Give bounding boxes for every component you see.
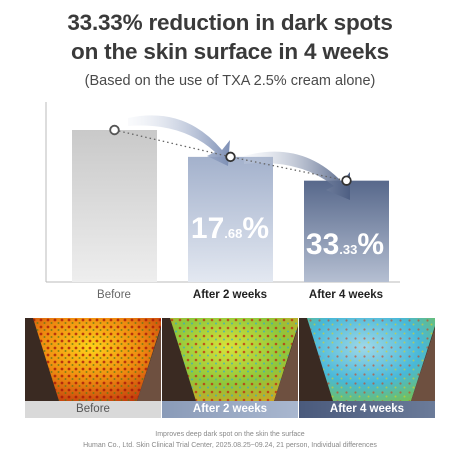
point-before: [109, 124, 120, 136]
trend-line: [114, 129, 347, 182]
headline-line-1: 33.33% reduction in dark spots: [67, 10, 393, 35]
footer-source: Human Co., Ltd. Skin Clinical Trial Cent…: [83, 442, 377, 449]
image-caption-before: Before: [25, 401, 161, 418]
x-tick-label-after-2-weeks: After 2 weeks: [192, 289, 268, 301]
reduction-label-2-weeks: 17.68%: [191, 212, 269, 245]
headline-line-2: on the skin surface in 4 weeks: [71, 39, 389, 64]
x-tick-label-before: Before: [97, 289, 131, 301]
x-tick-label-after-4-weeks: After 4 weeks: [308, 289, 384, 301]
curved-arrow-icon-1: [128, 115, 230, 166]
subtitle: (Based on the use of TXA 2.5% cream alon…: [84, 73, 376, 89]
point-after-2-weeks: [225, 151, 236, 163]
bar-after-2-weeks: [188, 156, 273, 282]
image-caption-after-4-weeks: After 4 weeks: [299, 401, 435, 418]
image-caption-after-2-weeks: After 2 weeks: [162, 401, 298, 418]
skin-heatmap-after-2-weeks: [162, 318, 298, 401]
footer-note: Improves deep dark spot on the skin the …: [155, 431, 305, 438]
reduction-label-4-weeks: 33.33%: [306, 228, 384, 261]
point-after-4-weeks: [341, 175, 352, 186]
bar-before: [72, 130, 157, 282]
bar-chart: 17.68% 33.33%: [45, 102, 400, 283]
skin-heatmap-after-4-weeks: [299, 318, 435, 401]
skin-heatmap-before: [25, 318, 161, 401]
curved-arrow-icon-2: [244, 151, 350, 200]
